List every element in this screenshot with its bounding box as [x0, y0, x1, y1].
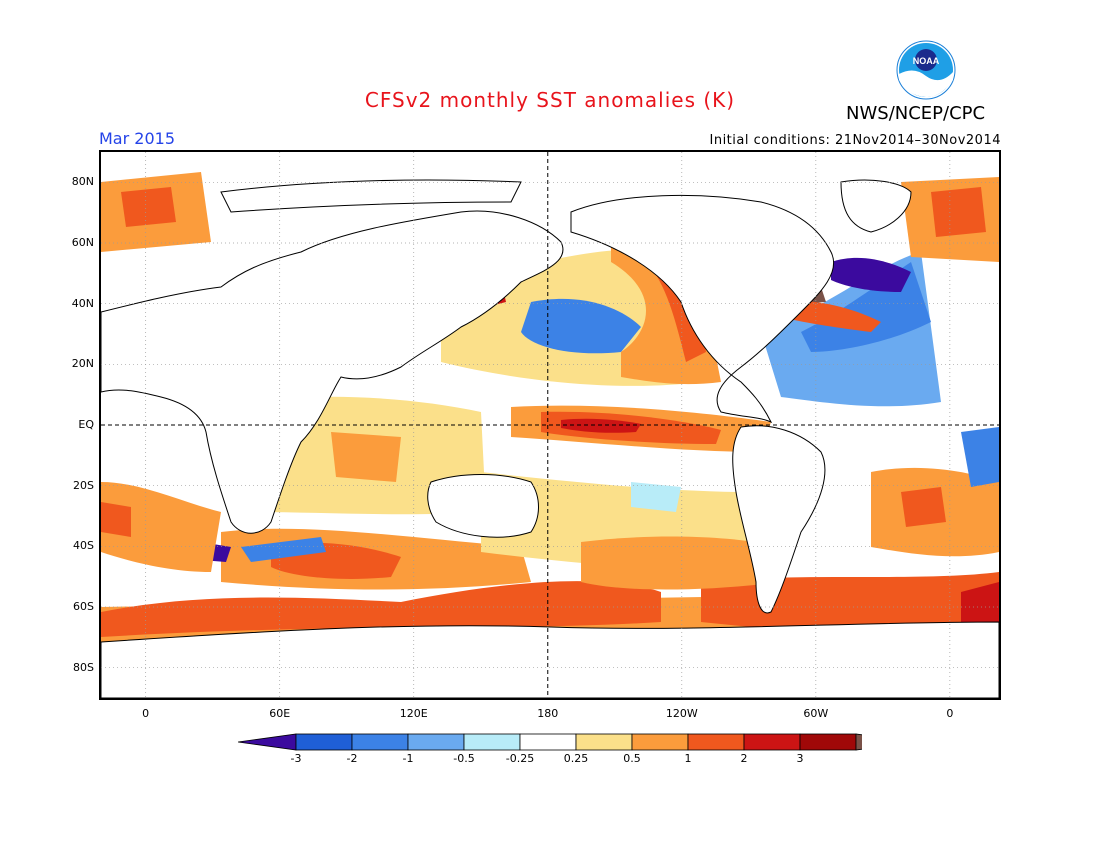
colorbar-segment [238, 733, 297, 751]
map-canvas [101, 152, 999, 698]
colorbar-label: 1 [684, 752, 692, 765]
agency-label: NWS/NCEP/CPC [846, 103, 986, 124]
y-axis-label: 20S [73, 478, 94, 492]
colorbar-segment [351, 733, 409, 751]
x-axis-label: 0 [946, 707, 954, 720]
x-axis-label: 0 [142, 707, 150, 720]
colorbar-label: 0.5 [623, 752, 641, 765]
colorbar-segment [631, 733, 689, 751]
y-axis-label: 60N [71, 236, 94, 249]
colorbar-segment [575, 733, 633, 751]
colorbar-segment [743, 733, 801, 751]
y-axis-label: 60S [73, 600, 94, 613]
colorbar-label: -0.25 [505, 752, 535, 765]
month-label: Mar 2015 [99, 129, 175, 148]
colorbar-segment [799, 733, 857, 751]
sst-anomaly-map [99, 150, 1001, 700]
x-axis-label: 120E [399, 707, 428, 720]
colorbar-label: -1 [402, 752, 414, 765]
colorbar [238, 733, 862, 751]
colorbar-segment [463, 733, 521, 751]
y-axis-label: 20N [71, 357, 94, 371]
continent-outlines [101, 179, 999, 698]
colorbar-label: 0.25 [563, 752, 589, 765]
page-title: CFSv2 monthly SST anomalies (K) [364, 88, 736, 112]
logo-text: NOAA [913, 56, 940, 66]
x-axis-label: 120W [665, 707, 698, 720]
colorbar-label: -2 [346, 752, 358, 765]
x-axis-label: 60E [269, 707, 291, 720]
colorbar-label: -3 [290, 752, 302, 765]
colorbar-segment [295, 733, 353, 751]
y-axis-label: EQ [78, 418, 94, 431]
colorbar-segment [687, 733, 745, 751]
y-axis-label: 40N [71, 296, 94, 310]
graticule [101, 152, 999, 698]
y-axis-label: 40S [73, 539, 94, 553]
y-axis-label: 80N [71, 175, 94, 189]
colorbar-segment [855, 733, 862, 751]
initial-conditions-label: Initial conditions: 21Nov2014–30Nov2014 [709, 133, 1001, 148]
colorbar-label: 2 [740, 752, 748, 765]
colorbar-label: 3 [796, 752, 804, 765]
colorbar-segment [407, 733, 465, 751]
colorbar-label: -0.5 [453, 752, 475, 765]
noaa-logo: NOAA [896, 40, 956, 100]
x-axis-label: 180 [537, 707, 559, 720]
x-axis-label: 60W [803, 707, 829, 720]
y-axis-label: 80S [73, 660, 94, 674]
colorbar-segment [519, 733, 577, 751]
